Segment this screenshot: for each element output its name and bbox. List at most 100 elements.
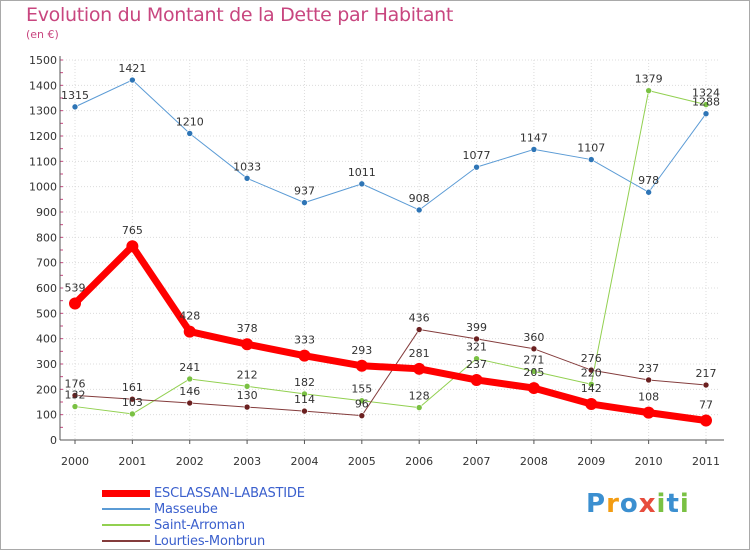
data-labels: 539 765 428 378 333 293 281 237 205 142 108 77 1315 1… bbox=[61, 62, 720, 411]
data-label: 1315 bbox=[61, 89, 89, 102]
data-label: 765 bbox=[122, 224, 143, 237]
data-point bbox=[243, 403, 251, 411]
y-tick-label: 0 bbox=[50, 434, 57, 447]
data-label: 428 bbox=[179, 310, 200, 323]
x-tick-label: 2002 bbox=[176, 455, 204, 468]
data-point bbox=[473, 355, 480, 362]
y-tick-label: 400 bbox=[36, 333, 57, 346]
data-label: 142 bbox=[581, 382, 602, 395]
data-point bbox=[645, 376, 652, 384]
x-tick-label: 2004 bbox=[290, 455, 318, 468]
data-point bbox=[301, 390, 308, 398]
series-line-masseube bbox=[74, 79, 707, 211]
data-label: 205 bbox=[523, 366, 544, 379]
data-label: 937 bbox=[294, 185, 315, 198]
data-label: 978 bbox=[638, 174, 659, 187]
data-label: 237 bbox=[466, 358, 487, 371]
data-point bbox=[470, 373, 483, 386]
legend-item: Masseube bbox=[102, 501, 305, 517]
data-point bbox=[530, 368, 538, 375]
data-point bbox=[645, 188, 652, 196]
logo-letter: i bbox=[679, 489, 690, 519]
legend-item: Lourties-Monbrun bbox=[102, 533, 305, 549]
data-label: 128 bbox=[409, 390, 430, 403]
data-point bbox=[186, 130, 194, 137]
legend-label: Lourties-Monbrun bbox=[154, 533, 266, 549]
y-tick-label: 100 bbox=[36, 409, 57, 422]
data-label: 114 bbox=[294, 393, 315, 406]
data-label: 241 bbox=[179, 361, 200, 374]
logo-letter: o bbox=[619, 489, 639, 519]
data-label: 217 bbox=[696, 367, 717, 380]
series-group bbox=[69, 76, 712, 427]
data-point bbox=[69, 297, 81, 310]
logo-letter: P bbox=[586, 489, 607, 519]
data-point bbox=[473, 163, 480, 171]
data-point bbox=[645, 87, 652, 94]
data-label: 220 bbox=[581, 366, 602, 379]
legend-label: Masseube bbox=[154, 501, 218, 517]
data-label: 436 bbox=[409, 312, 430, 325]
data-point bbox=[702, 381, 710, 389]
data-point bbox=[358, 397, 366, 405]
proxiti-logo: Proxiti bbox=[586, 489, 690, 519]
data-point bbox=[530, 146, 538, 153]
y-tick-label: 600 bbox=[36, 282, 57, 295]
data-point bbox=[71, 403, 79, 410]
data-point bbox=[126, 240, 139, 253]
data-point bbox=[186, 375, 194, 383]
data-point bbox=[301, 407, 308, 415]
legend-label: ESCLASSAN-LABASTIDE bbox=[154, 485, 305, 501]
data-label: 103 bbox=[122, 396, 143, 409]
legend-label: Saint-Arroman bbox=[154, 517, 245, 533]
data-point bbox=[243, 175, 251, 182]
data-label: 1147 bbox=[520, 131, 548, 144]
data-label: 146 bbox=[179, 385, 200, 398]
series-line-esclassan-labastide bbox=[71, 242, 710, 424]
data-label: 293 bbox=[351, 344, 372, 357]
logo-letter: t bbox=[666, 489, 680, 519]
data-point bbox=[241, 338, 254, 351]
data-label: 360 bbox=[523, 331, 544, 344]
data-point bbox=[527, 382, 540, 395]
logo-letter: x bbox=[638, 489, 657, 519]
data-label: 321 bbox=[466, 341, 487, 354]
legend-swatch bbox=[102, 540, 150, 542]
data-point bbox=[301, 199, 308, 206]
x-tick-label: 2003 bbox=[233, 455, 261, 468]
data-label: 108 bbox=[638, 391, 659, 404]
data-label: 1288 bbox=[692, 96, 720, 109]
data-label: 333 bbox=[294, 334, 315, 347]
data-point bbox=[298, 349, 311, 362]
data-label: 130 bbox=[237, 389, 258, 402]
y-tick-label: 1500 bbox=[29, 54, 57, 67]
legend-item: Saint-Arroman bbox=[102, 517, 305, 533]
chart-title: Evolution du Montant de la Dette par Hab… bbox=[26, 4, 454, 26]
data-label: 1421 bbox=[118, 62, 146, 75]
data-label: 1077 bbox=[463, 149, 491, 162]
y-tick-label: 700 bbox=[36, 257, 57, 270]
x-tick-label: 2009 bbox=[577, 455, 605, 468]
legend-swatch bbox=[102, 524, 150, 526]
data-point bbox=[587, 156, 595, 163]
data-point bbox=[129, 410, 136, 418]
x-tick-label: 2005 bbox=[348, 455, 376, 468]
data-label: 1107 bbox=[577, 142, 605, 155]
legend-swatch bbox=[102, 489, 150, 497]
data-point bbox=[415, 206, 423, 214]
series-line-saint-arroman bbox=[74, 90, 707, 415]
x-tick-label: 2000 bbox=[61, 455, 89, 468]
data-label: 378 bbox=[237, 322, 258, 335]
data-point bbox=[71, 103, 79, 111]
legend-swatch bbox=[102, 508, 150, 510]
x-tick-label: 2001 bbox=[118, 455, 146, 468]
data-label: 176 bbox=[65, 377, 86, 390]
data-point bbox=[129, 76, 136, 84]
data-point bbox=[585, 398, 598, 411]
legend: ESCLASSAN-LABASTIDE Masseube Saint-Arroman… bbox=[102, 485, 305, 549]
data-point bbox=[183, 325, 196, 338]
legend-item: ESCLASSAN-LABASTIDE bbox=[102, 485, 305, 501]
data-label: 399 bbox=[466, 321, 487, 334]
